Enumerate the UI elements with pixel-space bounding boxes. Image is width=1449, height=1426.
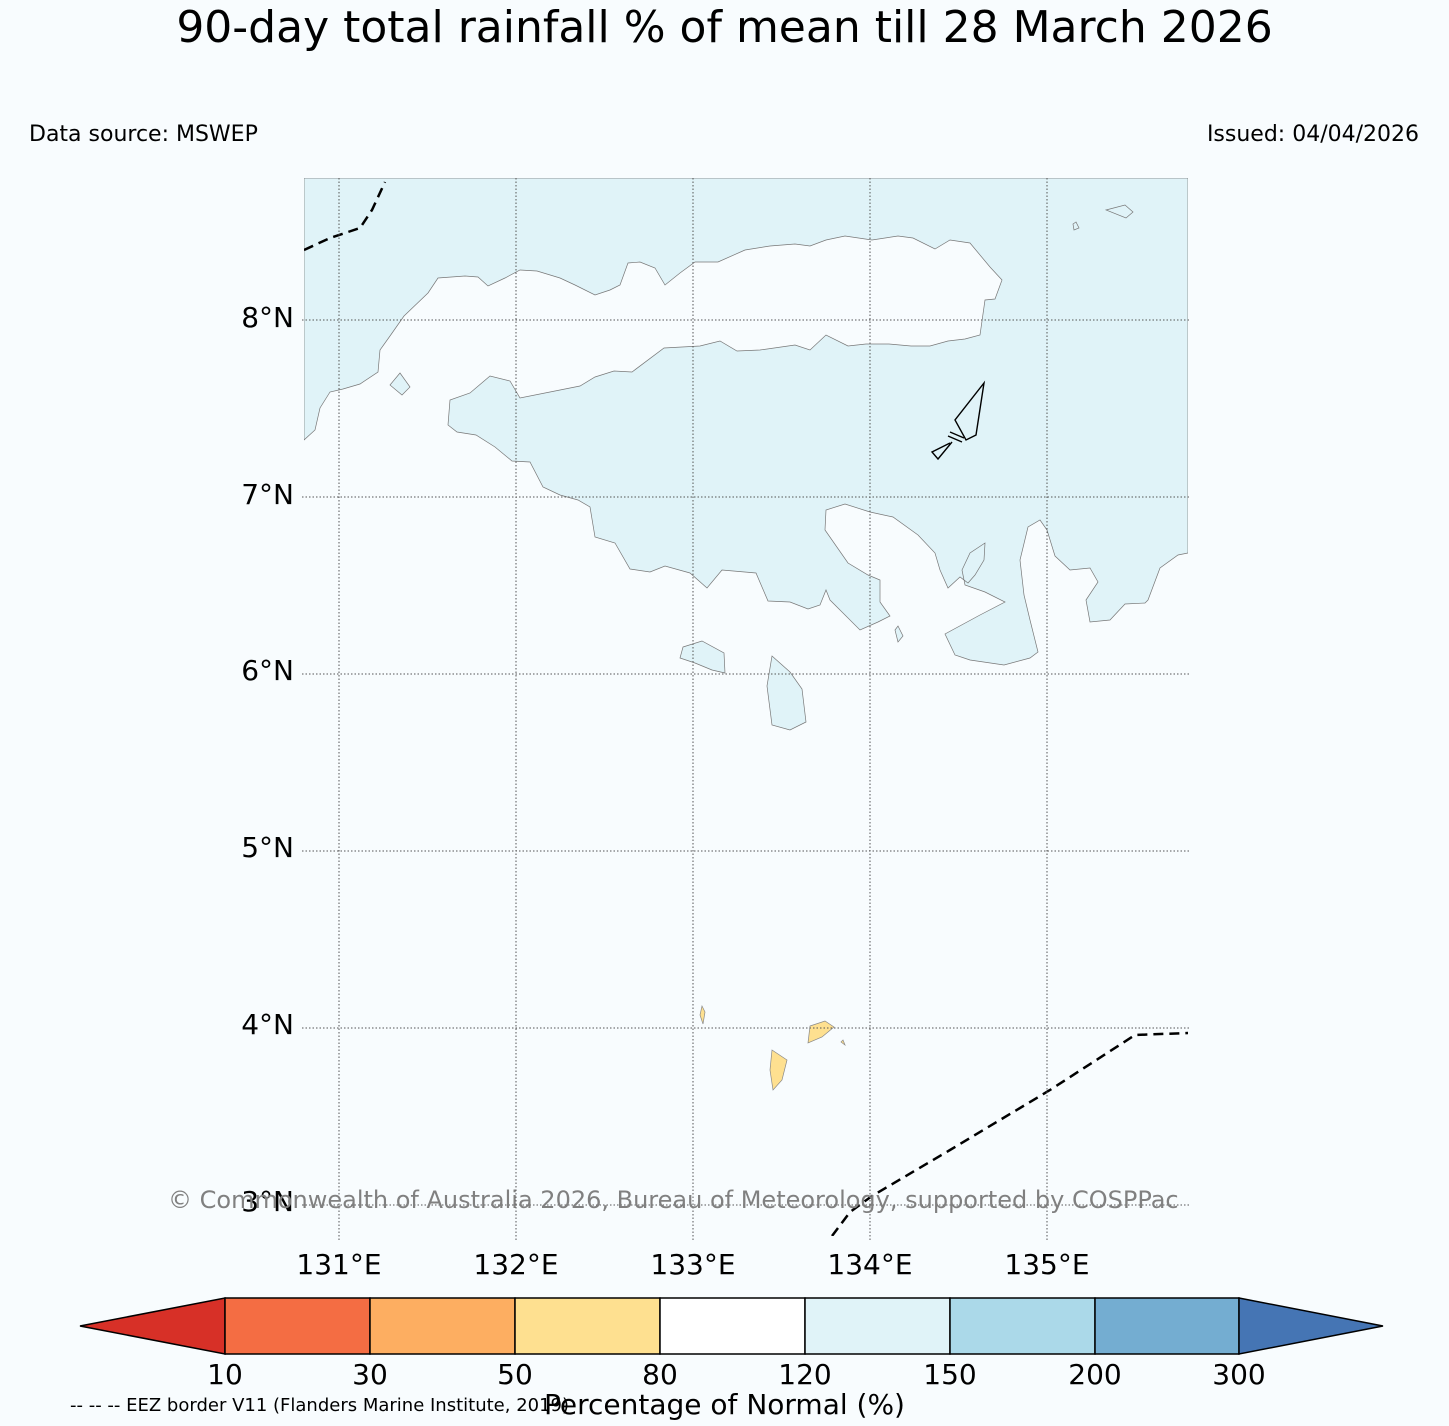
island — [679, 640, 726, 674]
colorbar-bin — [804, 1297, 951, 1355]
colorbar-tick: 300 — [1212, 1358, 1266, 1391]
lon-label-132e: 132°E — [473, 1248, 559, 1281]
colorbar-bin — [949, 1297, 1096, 1355]
rainfall-region-120-150 — [304, 178, 1188, 666]
colorbar-extend-high — [1238, 1297, 1384, 1355]
island — [1072, 221, 1080, 231]
island — [766, 655, 807, 731]
colorbar-bin — [1094, 1297, 1240, 1355]
colorbar-extend-low — [79, 1297, 226, 1355]
dry-island — [840, 1039, 846, 1047]
copyright-notice: © Commonwealth of Australia 2026, Bureau… — [168, 1186, 1179, 1214]
gridlines — [302, 178, 1190, 1240]
lat-label-5n: 5°N — [241, 831, 294, 864]
colorbar-label: Percentage of Normal (%) — [544, 1388, 905, 1421]
lon-label-133e: 133°E — [650, 1248, 736, 1281]
dry-island — [769, 1049, 788, 1091]
data-source: Data source: MSWEP — [29, 122, 258, 147]
dry-island — [807, 1020, 835, 1044]
colorbar-bin — [514, 1297, 661, 1355]
map-title: 90-day total rainfall % of mean till 28 … — [176, 2, 1273, 53]
colorbar-bin — [659, 1297, 806, 1355]
colorbar — [79, 1297, 1384, 1355]
eez-border — [304, 181, 387, 252]
lat-label-6n: 6°N — [241, 654, 294, 687]
lat-label-7n: 7°N — [241, 478, 294, 511]
map-area — [304, 178, 1188, 1236]
island — [389, 372, 411, 396]
colorbar-tick: 120 — [778, 1358, 832, 1391]
dry-island — [699, 1004, 706, 1025]
lat-label-3n: 3°N — [241, 1185, 294, 1218]
lon-label-134e: 134°E — [827, 1248, 913, 1281]
island — [894, 625, 904, 643]
colorbar-tick: 80 — [642, 1358, 678, 1391]
issued-date: Issued: 04/04/2026 — [1206, 122, 1419, 147]
colorbar-bin — [369, 1297, 516, 1355]
colorbar-tick: 10 — [207, 1358, 243, 1391]
colorbar-tick: 30 — [352, 1358, 388, 1391]
colorbar-bin — [224, 1297, 371, 1355]
eez-legend-note: -- -- -- EEZ border V11 (Flanders Marine… — [70, 1395, 570, 1416]
colorbar-tick: 200 — [1068, 1358, 1122, 1391]
palau-outline — [930, 380, 986, 461]
lon-label-135e: 135°E — [1004, 1248, 1090, 1281]
colorbar-tick: 150 — [923, 1358, 977, 1391]
lon-label-131e: 131°E — [296, 1248, 382, 1281]
colorbar-tick: 50 — [497, 1358, 533, 1391]
eez-border — [831, 1031, 1188, 1236]
island — [1104, 204, 1134, 219]
lat-label-4n: 4°N — [241, 1008, 294, 1041]
lat-label-8n: 8°N — [241, 301, 294, 334]
